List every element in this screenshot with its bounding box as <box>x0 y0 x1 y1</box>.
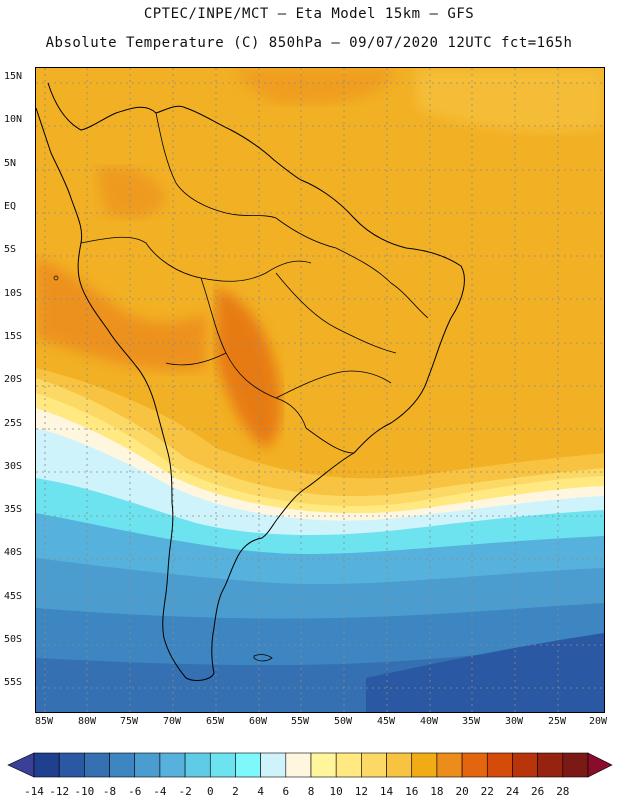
lat-label: 55S <box>4 677 23 688</box>
colorbar-swatch <box>512 752 538 778</box>
colorbar-tick-label: 2 <box>232 785 239 798</box>
colorbar-swatch <box>109 752 136 778</box>
lat-label: 5S <box>4 244 17 255</box>
colorbar-swatch <box>184 752 211 778</box>
lat-label: 15N <box>4 71 23 82</box>
country-borders <box>80 112 429 454</box>
colorbar-swatch <box>84 752 110 778</box>
lon-label: 35W <box>461 716 481 727</box>
colorbar-swatch <box>285 752 312 778</box>
map-svg <box>36 68 604 712</box>
falkland-islands <box>253 654 273 662</box>
colorbar-swatch <box>461 752 488 778</box>
lon-label: 20W <box>588 716 608 727</box>
colorbar-tick-label: -2 <box>178 785 192 798</box>
lon-label: 60W <box>248 716 268 727</box>
colorbar-swatch <box>209 752 236 778</box>
band-m12 <box>366 633 604 712</box>
colorbar-tick-label: 22 <box>480 785 494 798</box>
lat-label: 20S <box>4 374 23 385</box>
lon-label: 75W <box>119 716 139 727</box>
colorbar-swatch <box>310 752 337 778</box>
lat-label: 5N <box>4 158 17 169</box>
colorbar-swatch <box>436 752 463 778</box>
colorbar-tick-label: -6 <box>128 785 142 798</box>
colorbar-swatch <box>235 752 261 778</box>
colorbar-tick-label: 26 <box>531 785 545 798</box>
colorbar-swatch <box>537 752 564 778</box>
lon-label: 85W <box>34 716 54 727</box>
lon-label: 50W <box>333 716 353 727</box>
colorbar-swatch <box>58 752 85 778</box>
lat-label: 10N <box>4 114 23 125</box>
lon-label: 55W <box>290 716 310 727</box>
colorbar-tick-label: 0 <box>206 785 214 798</box>
map-title-line1: CPTEC/INPE/MCT — Eta Model 15km — GFS <box>143 6 475 22</box>
colorbar-tick-label: 16 <box>405 785 419 798</box>
lon-label: 40W <box>419 716 439 727</box>
lon-label: 80W <box>77 716 97 727</box>
lat-label: 10S <box>4 288 23 299</box>
colorbar-tick-label: 24 <box>505 785 520 798</box>
colorbar-tick-label: 14 <box>379 785 394 798</box>
lon-label: 25W <box>547 716 567 727</box>
lat-label: 50S <box>4 634 23 645</box>
lat-label: 45S <box>4 591 23 602</box>
colorbar-low-arrow <box>7 752 35 778</box>
lon-label: 65W <box>205 716 225 727</box>
galapagos-islands <box>53 275 59 281</box>
warm-core-west <box>36 258 206 371</box>
lon-label: 30W <box>504 716 524 727</box>
colorbar <box>7 752 613 778</box>
colorbar-tick-label: 18 <box>430 785 444 798</box>
lon-label: 45W <box>376 716 396 727</box>
cool-core-caribbean <box>416 68 604 132</box>
warm-core-caribbean <box>236 68 396 105</box>
colorbar-swatch <box>361 752 387 778</box>
colorbar-swatch <box>386 752 413 778</box>
colorbar-tick-label: 10 <box>329 785 343 798</box>
lat-label: 25S <box>4 418 23 429</box>
colorbar-tick-label: 8 <box>307 785 315 798</box>
colorbar-tick-label: 4 <box>257 785 264 798</box>
colorbar-tick-label: 12 <box>354 785 368 798</box>
colorbar-swatch <box>159 752 186 778</box>
colorbar-swatch <box>562 752 589 778</box>
colorbar-tick-label: 20 <box>455 785 469 798</box>
colorbar-swatch <box>486 752 513 778</box>
colorbar-tick-label: -8 <box>102 785 117 798</box>
warm-core-chaco <box>216 288 282 448</box>
lat-label: 15S <box>4 331 23 342</box>
colorbar-swatch <box>33 752 60 778</box>
colorbar-tick-label: -4 <box>153 785 167 798</box>
lat-label: 40S <box>4 547 23 558</box>
warm-core-north <box>96 166 166 218</box>
temperature-map[interactable] <box>35 67 605 713</box>
lat-label: 30S <box>4 461 23 472</box>
colorbar-tick-label: 28 <box>556 785 570 798</box>
colorbar-swatch <box>134 752 161 778</box>
lon-label: 70W <box>162 716 182 727</box>
lat-label: 35S <box>4 504 23 515</box>
graticule <box>36 68 604 712</box>
coastline <box>36 82 465 681</box>
colorbar-tick-label: -12 <box>49 785 70 798</box>
colorbar-swatch <box>260 752 287 778</box>
colorbar-tick-label: -10 <box>74 785 95 798</box>
colorbar-high-arrow <box>587 752 613 778</box>
colorbar-tick-label: 6 <box>282 785 290 798</box>
colorbar-swatch <box>411 752 438 778</box>
lat-label: EQ <box>4 201 17 212</box>
colorbar-swatch <box>335 752 362 778</box>
colorbar-tick-label: -14 <box>24 785 44 798</box>
map-title-line2: Absolute Temperature (C) 850hPa — 09/07/… <box>45 35 573 51</box>
